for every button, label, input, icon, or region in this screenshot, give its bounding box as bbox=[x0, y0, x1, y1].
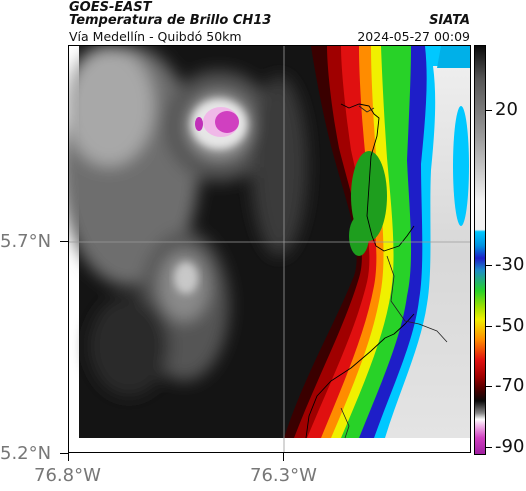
lat-label-5-2: 5.2°N bbox=[0, 443, 52, 464]
org-label: SIATA bbox=[429, 13, 470, 28]
coastline bbox=[305, 103, 415, 439]
colorbar-label: -50 bbox=[495, 315, 525, 336]
timestamp-label: 2024-05-27 00:09 bbox=[357, 29, 470, 44]
colorbar-tick bbox=[486, 386, 492, 387]
colorbar-label: 20 bbox=[495, 99, 518, 120]
lon-label-76-8: 76.8°W bbox=[34, 465, 101, 486]
satellite-title: GOES-EAST bbox=[69, 0, 152, 15]
colorbar-label: -30 bbox=[495, 254, 525, 275]
colorbar-label: -90 bbox=[495, 436, 525, 457]
lon-tick bbox=[68, 453, 69, 461]
product-title: Temperatura de Brillo CH13 bbox=[69, 13, 272, 28]
lat-tick bbox=[60, 241, 68, 242]
colorbar-label: -70 bbox=[495, 375, 525, 396]
colorbar-tick bbox=[486, 110, 492, 111]
brightness-temperature-field bbox=[69, 46, 470, 452]
lat-tick bbox=[60, 453, 68, 454]
political-border bbox=[340, 105, 448, 439]
lon-tick bbox=[283, 453, 284, 461]
lat-label-5-7: 5.7°N bbox=[0, 231, 52, 252]
colorbar-tick bbox=[486, 447, 492, 448]
gridlines bbox=[69, 46, 470, 452]
colorbar-tick bbox=[486, 265, 492, 266]
lon-label-76-3: 76.3°W bbox=[250, 465, 317, 486]
colorbar bbox=[474, 45, 486, 455]
colorbar-tick bbox=[486, 326, 492, 327]
satellite-map[interactable] bbox=[68, 45, 471, 453]
route-subtitle: Vía Medellín - Quibdó 50km bbox=[69, 29, 242, 44]
